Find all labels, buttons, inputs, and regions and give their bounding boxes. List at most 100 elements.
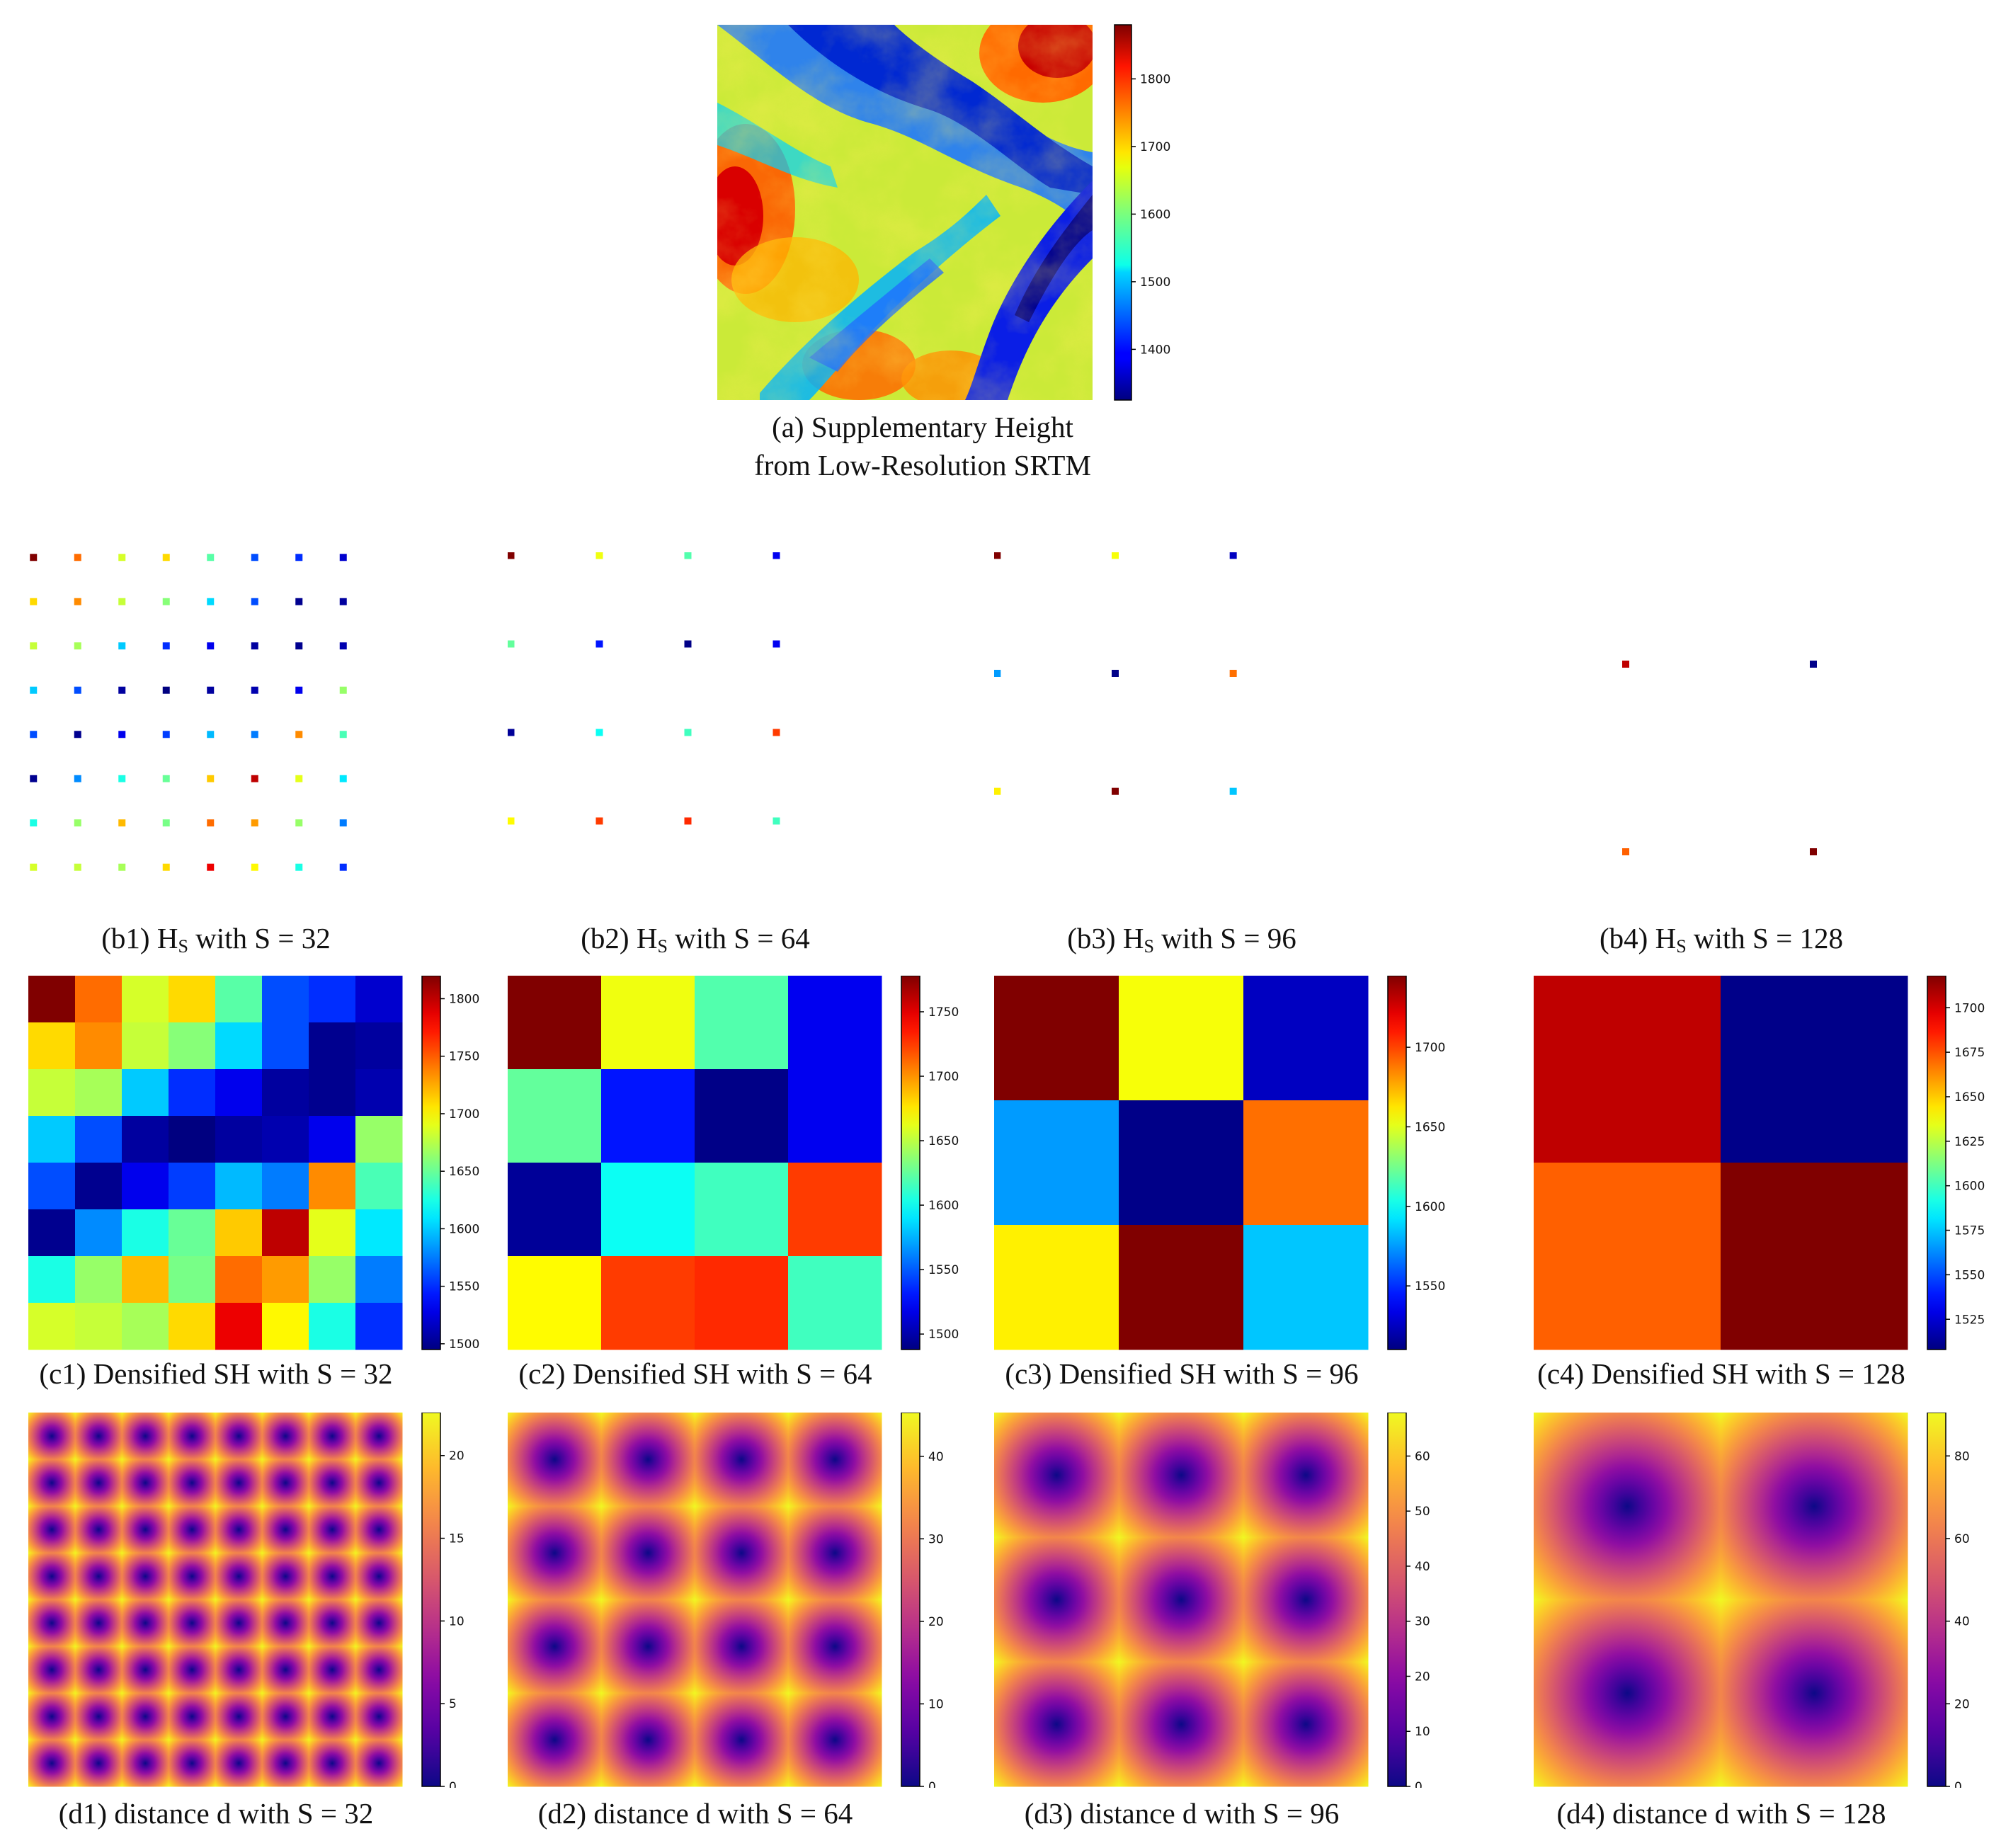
- distance-cell: [1721, 1413, 1908, 1600]
- sample-point: [1810, 848, 1817, 855]
- heatmap-cell: [508, 976, 602, 1070]
- colorbar-c3-bar: [1387, 976, 1407, 1350]
- heatmap-cell: [262, 1209, 309, 1257]
- sample-point: [30, 775, 38, 782]
- sample-point: [118, 686, 126, 694]
- caption-c1: (c1) Densified SH with S = 32: [39, 1357, 393, 1390]
- caption-a-line2: from Low-Resolution SRTM: [754, 449, 1091, 481]
- distance-cell: [122, 1740, 169, 1787]
- distance-cell: [262, 1693, 309, 1740]
- colorbar-d3-tick-label: 40: [1415, 1560, 1430, 1574]
- heatmap-cell: [169, 1163, 216, 1210]
- distance-cell: [994, 1537, 1119, 1662]
- heatmap-cell: [122, 1069, 169, 1117]
- heatmap-cell: [601, 976, 695, 1070]
- distance-cell: [215, 1506, 263, 1553]
- sample-point: [994, 787, 1001, 795]
- distance-cell: [262, 1740, 309, 1787]
- caption-c2: (c2) Densified SH with S = 64: [518, 1357, 872, 1390]
- distance-cell: [355, 1553, 403, 1600]
- heatmap-cell: [994, 1100, 1119, 1226]
- sample-point: [251, 731, 258, 738]
- sample-point: [595, 817, 603, 825]
- heatmap-cell: [215, 1209, 263, 1257]
- colorbar-c1-tick-label: 1550: [449, 1280, 479, 1294]
- distance-cell: [215, 1553, 263, 1600]
- distance-cell: [122, 1413, 169, 1460]
- sample-point: [339, 598, 347, 605]
- densified-sh-s128: 1700 1675 1650 1625 1600 1575 1550 1525: [1534, 976, 1987, 1351]
- distance-cell: [215, 1459, 263, 1507]
- heatmap-cell: [215, 976, 263, 1023]
- distance-cell: [1119, 1537, 1244, 1662]
- sample-point: [30, 731, 38, 738]
- heatmap-cell: [788, 1163, 882, 1257]
- sample-point: [1112, 670, 1119, 677]
- sample-point: [118, 863, 126, 871]
- distance-cell: [75, 1413, 122, 1460]
- sample-point: [251, 598, 258, 605]
- sample-point: [508, 729, 515, 736]
- distance-map-s32: 20 15 10 5 0: [28, 1413, 545, 1788]
- srtm-height-map: [717, 25, 1093, 400]
- colorbar-d4-bar: [1927, 1413, 1946, 1787]
- heatmap-cell: [1534, 1163, 1721, 1350]
- sample-point: [162, 598, 170, 605]
- heatmap-cell: [122, 976, 169, 1023]
- sample-point: [30, 642, 38, 650]
- colorbar-c1-bar: [421, 976, 441, 1350]
- sample-point: [162, 775, 170, 782]
- heatmap-cell: [355, 1209, 403, 1257]
- srtm-colorbar: 1800 1700 1600 1500 1400: [1112, 21, 1197, 404]
- heatmap-cell: [215, 1022, 263, 1070]
- heatmap-cell: [262, 1069, 309, 1117]
- colorbar-c2-bar: [901, 976, 920, 1350]
- sample-point: [207, 554, 215, 561]
- distance-cell: [215, 1413, 263, 1460]
- distance-cell: [601, 1506, 695, 1600]
- sample-point: [1229, 670, 1237, 677]
- caption-d1: (d1) distance d with S = 32: [58, 1797, 374, 1830]
- heatmap-cell: [28, 1022, 76, 1070]
- colorbar-a-tick-label: 1400: [1140, 343, 1170, 357]
- heatmap-cell: [355, 1022, 403, 1070]
- distance-cell: [788, 1506, 882, 1600]
- colorbar-d3-tick-label: 0: [1415, 1780, 1423, 1788]
- sample-point: [30, 819, 38, 827]
- heatmap-cell: [695, 1256, 789, 1350]
- colorbar-c4-tick-label: 1650: [1954, 1090, 1985, 1105]
- colorbar-c4-tick-label: 1675: [1954, 1046, 1985, 1060]
- heatmap-cell: [75, 1163, 122, 1210]
- sample-point: [74, 642, 81, 650]
- sample-point: [1229, 787, 1237, 795]
- distance-cell: [355, 1599, 403, 1647]
- heatmap-cell: [262, 976, 309, 1023]
- distance-cell: [1119, 1413, 1244, 1538]
- sample-point: [30, 598, 38, 605]
- colorbar-d3-tick-label: 30: [1415, 1615, 1430, 1629]
- distance-cell: [28, 1506, 76, 1553]
- distance-cell: [1534, 1599, 1721, 1787]
- heatmap-cell: [169, 1069, 216, 1117]
- distance-cell: [169, 1506, 216, 1553]
- colorbar-c3-tick-label: 1650: [1415, 1120, 1445, 1134]
- distance-cell: [695, 1506, 789, 1600]
- sparse-height-points-s96: [994, 552, 1369, 906]
- distance-cell: [215, 1740, 263, 1787]
- heatmap-cell: [215, 1116, 263, 1163]
- heatmap-cell: [1243, 1225, 1369, 1350]
- sample-point: [251, 863, 258, 871]
- sample-point: [30, 863, 38, 871]
- distance-cell: [262, 1413, 309, 1460]
- colorbar-c4-bar: [1927, 976, 1946, 1350]
- heatmap-cell: [601, 1069, 695, 1163]
- colorbar-a-tick-label: 1700: [1140, 140, 1170, 154]
- colorbar-c2-tick-label: 1600: [928, 1199, 959, 1213]
- caption-a-line1: (a) Supplementary Height: [772, 411, 1073, 443]
- sample-point: [295, 863, 303, 871]
- colorbar-c4-tick-label: 1550: [1954, 1268, 1985, 1282]
- heatmap-cell: [122, 1209, 169, 1257]
- distance-cell: [309, 1553, 356, 1600]
- distance-cell: [28, 1413, 76, 1460]
